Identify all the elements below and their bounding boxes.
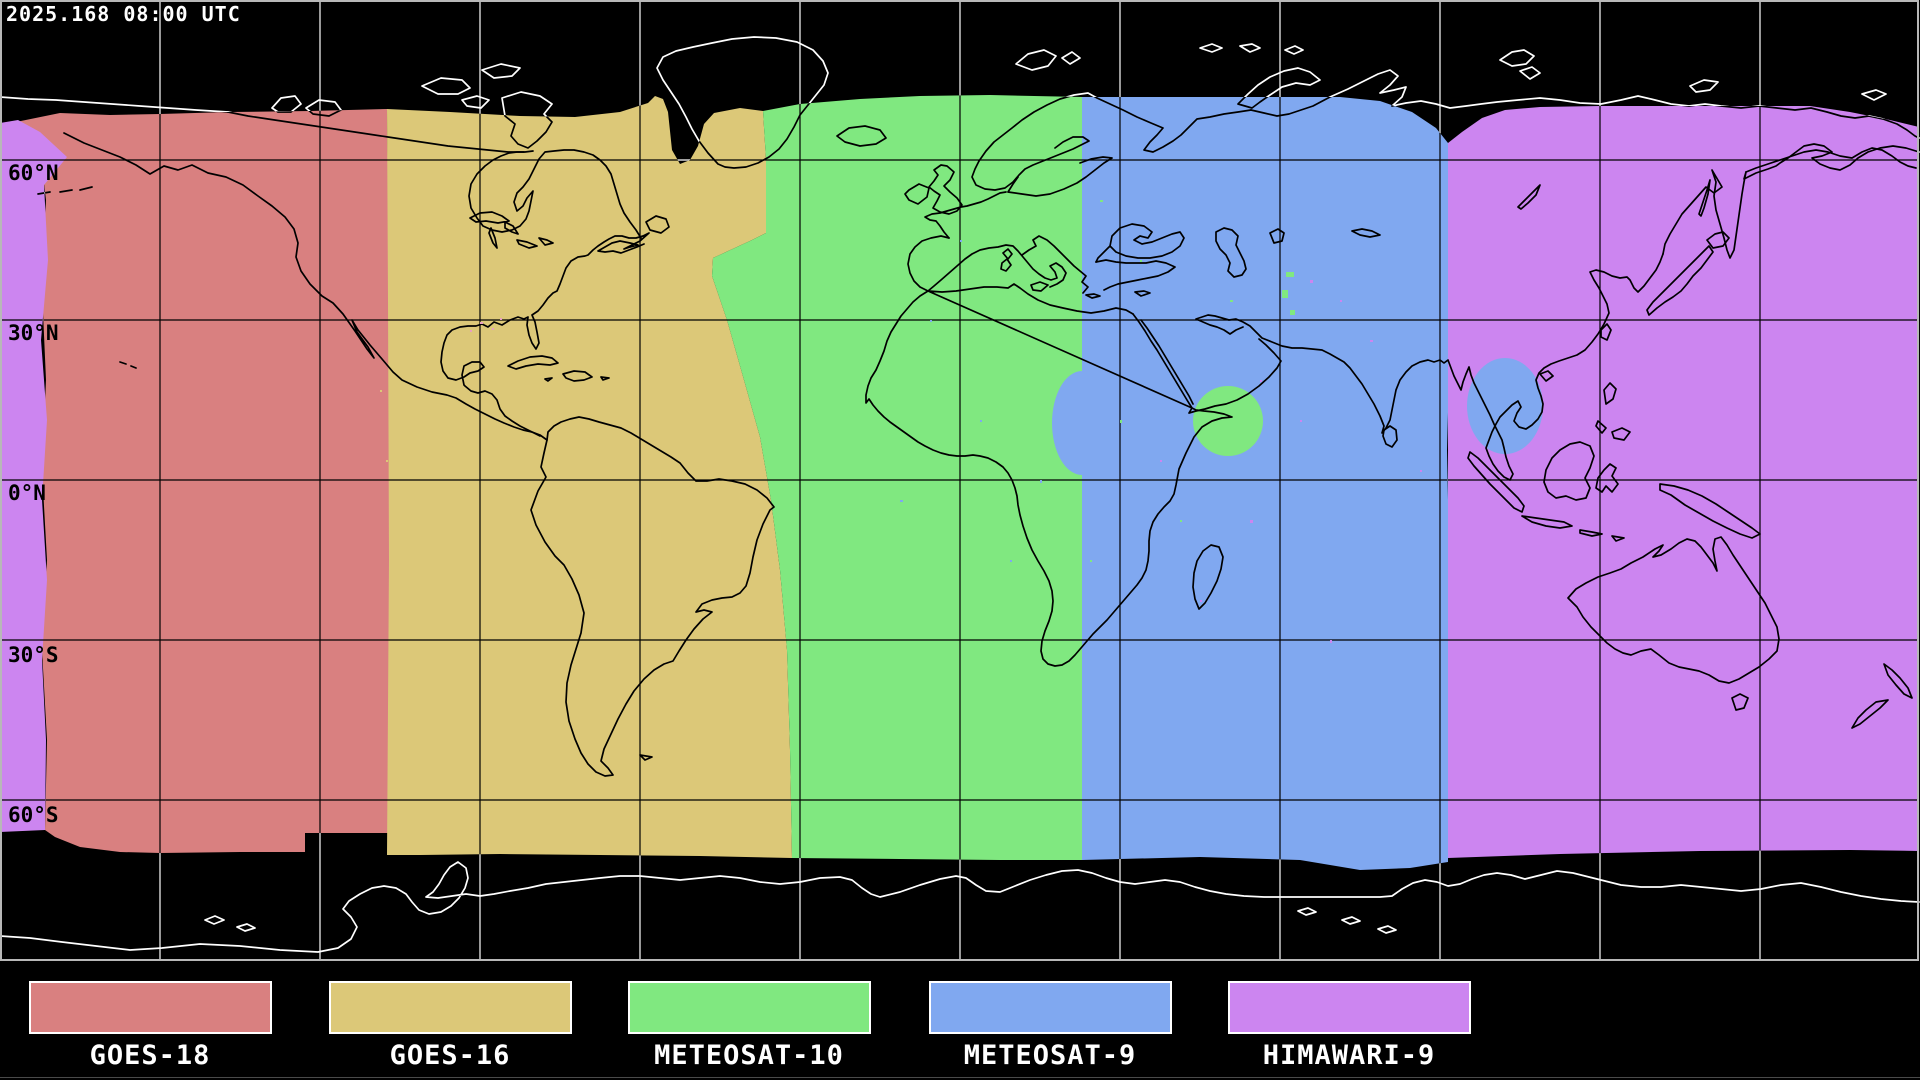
legend-label-goes-18: GOES-18 [89, 1040, 211, 1071]
legend-swatch-meteosat-10 [628, 981, 871, 1034]
timestamp-label: 2025.168 08:00 UTC [6, 2, 241, 26]
legend-swatch-goes-16 [329, 981, 572, 1034]
legend-swatch-himawari-9 [1228, 981, 1471, 1034]
legend-label-meteosat-10: METEOSAT-10 [654, 1040, 844, 1071]
latitude-label-30s: 30°S [8, 643, 59, 667]
legend-swatch-goes-18 [29, 981, 272, 1034]
latitude-label-0n: 0°N [8, 481, 46, 505]
latitude-label-60n: 60°N [8, 161, 59, 185]
noise-speckles [380, 200, 1422, 643]
world-coverage-map [0, 0, 1920, 962]
legend-swatch-meteosat-9 [929, 981, 1172, 1034]
legend-label-goes-16: GOES-16 [389, 1040, 511, 1071]
map-frame [0, 0, 1919, 961]
latitude-label-60s: 60°S [8, 803, 59, 827]
legend-label-meteosat-9: METEOSAT-9 [963, 1040, 1137, 1071]
bottom-divider [0, 1077, 1920, 1078]
latitude-label-30n: 30°N [8, 321, 59, 345]
legend-label-himawari-9: HIMAWARI-9 [1262, 1040, 1436, 1071]
